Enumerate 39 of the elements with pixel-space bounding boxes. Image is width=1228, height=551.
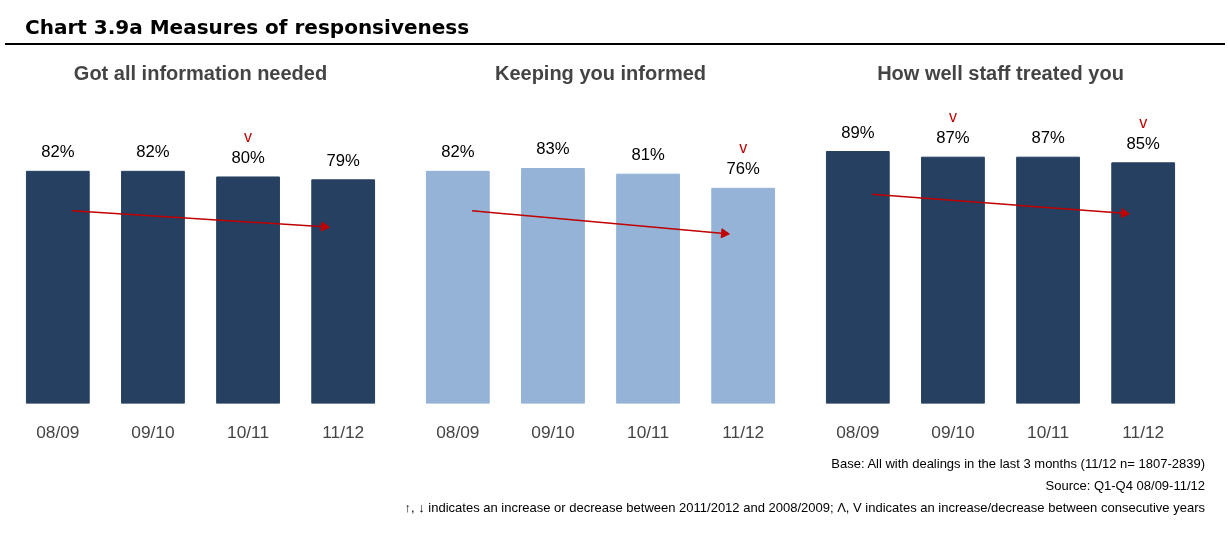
x-tick-label: 08/09 — [436, 421, 480, 442]
text: ↑, ↓ indicates an increase or decrease between 2011/2012 and 2008/2009; Λ, V indicates an increase/decrease between consecutive years — [404, 500, 1205, 515]
data-label: 82% — [136, 142, 170, 162]
x-tick-label: 10/11 — [627, 421, 670, 442]
x-tick-label: 11/12 — [722, 421, 765, 442]
data-label: 82% — [41, 142, 75, 162]
annotation: v — [244, 127, 253, 145]
annotation: v — [739, 139, 748, 157]
data-label: 87% — [1031, 128, 1065, 148]
x-tick-label: 10/11 — [1027, 421, 1070, 442]
x-tick-label: 08/09 — [836, 421, 880, 442]
data-label: 79% — [326, 150, 361, 170]
x-tick-label: 09/10 — [131, 421, 175, 442]
text: Chart 3.9a Measures of responsiveness — [25, 14, 470, 41]
x-tick-label: 10/11 — [227, 421, 270, 442]
x-tick-label: 11/12 — [1122, 421, 1165, 442]
data-label: 76% — [726, 159, 761, 179]
data-label: 81% — [631, 145, 665, 165]
annotation: v — [1139, 113, 1148, 131]
data-label: 87% — [936, 128, 970, 148]
data-label: 82% — [441, 142, 475, 162]
chart-title: Keeping you informed — [494, 61, 707, 84]
data-label: 83% — [536, 139, 570, 159]
annotation: v — [948, 108, 957, 126]
source-note: Source: Q1-Q4 08/09-11/12 — [1045, 478, 1205, 493]
text: Base: All with dealings in the last 3 months (11/12 n= 1807-2839) — [831, 456, 1205, 471]
chart-title: Got all information needed — [73, 61, 328, 84]
bar — [616, 173, 680, 404]
bar — [711, 187, 776, 404]
bar — [425, 170, 490, 404]
bar — [521, 167, 585, 404]
chart-title: How well staff treated you — [877, 61, 1124, 84]
data-label: 85% — [1126, 133, 1161, 153]
data-label: 89% — [841, 122, 875, 142]
x-tick-label: 08/09 — [36, 421, 80, 442]
x-tick-label: 09/10 — [931, 421, 975, 442]
x-tick-label: 11/12 — [322, 421, 365, 442]
x-tick-label: 09/10 — [531, 421, 575, 442]
data-label: 80% — [231, 147, 265, 167]
